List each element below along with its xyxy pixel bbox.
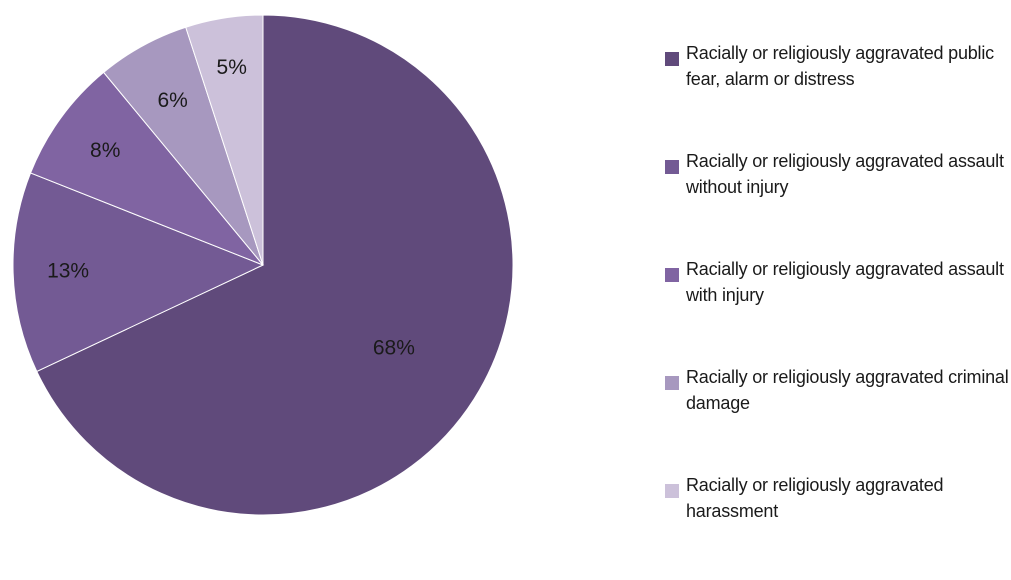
- pie-slice: [12, 172, 265, 373]
- pie-data-labels: 68% 13% 8% 6% 5%: [47, 56, 415, 360]
- legend-entry: Racially or religiously aggravated publi…: [665, 40, 1011, 148]
- pie-data-label: 5%: [217, 56, 247, 79]
- legend-entry: Racially or religiously aggravated crimi…: [665, 364, 1011, 472]
- legend-entry: Racially or religiously aggravated assau…: [665, 148, 1011, 256]
- pie-slices: [12, 14, 514, 516]
- legend-swatch: [665, 268, 679, 282]
- legend-label: Racially or religiously aggravated crimi…: [686, 367, 1009, 413]
- pie-slice: [185, 14, 264, 266]
- pie-slice: [36, 14, 514, 516]
- pie-chart: 68% 13% 8% 6% 5%: [12, 14, 514, 516]
- legend-entry: Racially or religiously aggravated haras…: [665, 472, 1011, 580]
- pie-data-label: 6%: [157, 89, 187, 112]
- legend-swatch: [665, 52, 679, 66]
- pie-data-label: 68%: [373, 337, 415, 360]
- legend-swatch: [665, 484, 679, 498]
- pie-slice: [29, 71, 264, 266]
- legend-label: Racially or religiously aggravated haras…: [686, 475, 944, 521]
- legend-entry: Racially or religiously aggravated assau…: [665, 256, 1011, 364]
- legend-swatch: [665, 376, 679, 390]
- pie-data-label: 8%: [90, 139, 120, 162]
- legend-label: Racially or religiously aggravated assau…: [686, 151, 1004, 197]
- pie-data-label: 13%: [47, 260, 89, 283]
- legend: Racially or religiously aggravated publi…: [665, 40, 1011, 580]
- legend-swatch: [665, 160, 679, 174]
- legend-label: Racially or religiously aggravated publi…: [686, 43, 994, 89]
- legend-label: Racially or religiously aggravated assau…: [686, 259, 1004, 305]
